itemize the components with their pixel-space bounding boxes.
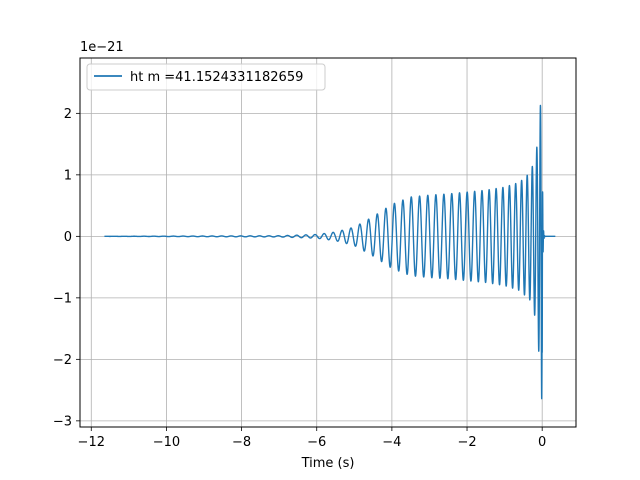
y-tick-label: 2 [64,107,72,122]
y-tick-label: 1 [64,168,72,183]
x-tick-label: 0 [538,435,546,450]
x-tick-label: −8 [232,435,251,450]
y-tick-label: −1 [53,291,72,306]
x-axis-label: Time (s) [301,456,355,471]
y-tick-label: 0 [64,230,72,245]
y-axis-offset-text: 1e−21 [80,40,124,55]
waveform-series-line [103,104,556,400]
legend: ht m =41.1524331182659 [86,63,326,91]
x-axis-ticks: −12 −10 −8 −6 −4 −2 0 [78,427,546,450]
axes-frame [79,57,577,428]
x-tick-label: −12 [78,435,105,450]
y-tick-label: −2 [53,353,72,368]
y-tick-label: −3 [53,414,72,429]
x-tick-label: −10 [153,435,180,450]
legend-entry-label: ht m =41.1524331182659 [130,70,303,85]
x-tick-label: −2 [457,435,476,450]
grid [80,58,576,427]
x-tick-label: −4 [382,435,401,450]
legend-box [86,63,326,91]
x-tick-label: −6 [307,435,326,450]
y-axis-ticks: −3 −2 −1 0 1 2 [53,107,80,429]
